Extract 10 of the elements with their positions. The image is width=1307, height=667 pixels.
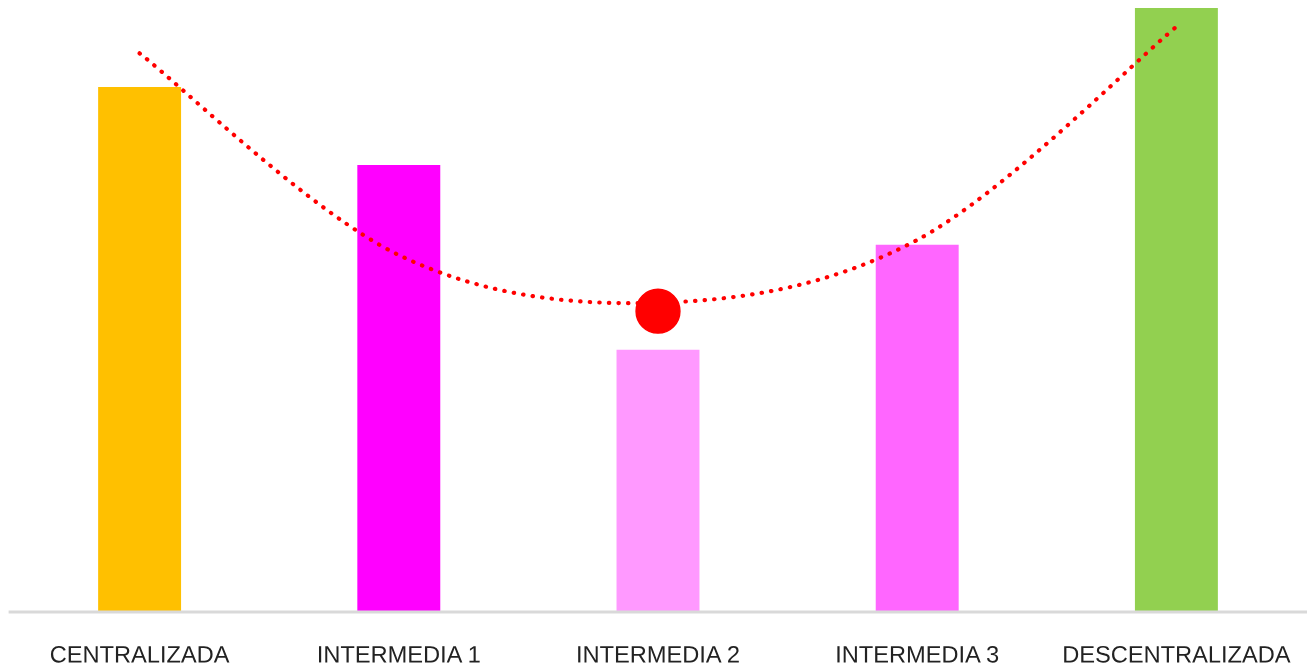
x-tick-label: INTERMEDIA 3 bbox=[837, 645, 999, 663]
bar bbox=[1134, 8, 1218, 612]
bar bbox=[98, 87, 182, 612]
bar bbox=[357, 165, 441, 612]
bar bbox=[616, 349, 700, 612]
x-tick-label: CENTRALIZADA bbox=[50, 645, 230, 663]
x-tick-label: INTERMEDIA 2 bbox=[578, 645, 739, 663]
x-tick-label: DESCENTRALIZADA bbox=[1064, 645, 1291, 663]
bar bbox=[875, 244, 959, 612]
x-tick-label: INTERMEDIA 1 bbox=[318, 646, 480, 663]
